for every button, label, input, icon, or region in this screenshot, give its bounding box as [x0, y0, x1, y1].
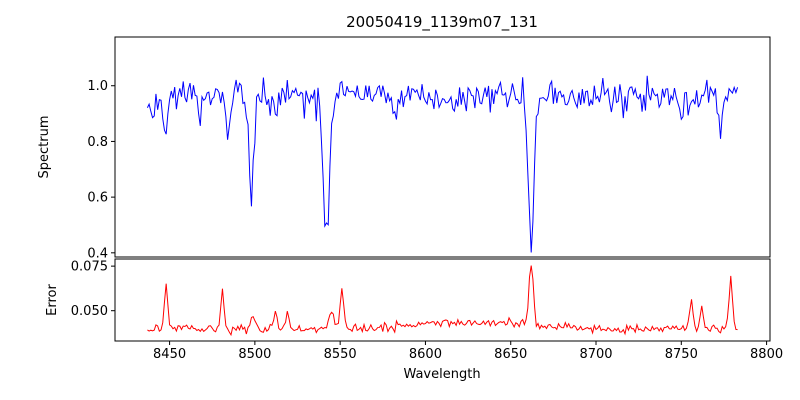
- error-axes-frame: [114, 258, 771, 342]
- spectrum-axes-frame: [114, 36, 771, 258]
- x-tick-label: 8800: [750, 347, 783, 362]
- error-series-group: [147, 265, 738, 337]
- plot-title: 20050419_1139m07_131: [346, 13, 538, 32]
- error-line: [147, 265, 738, 337]
- x-tick-label: 8550: [324, 347, 357, 362]
- error-y-tick-label: 0.050: [71, 304, 108, 319]
- x-tick-label: 8500: [238, 347, 271, 362]
- spectrum-y-axis-label: Spectrum: [37, 116, 52, 179]
- x-axis-label: Wavelength: [403, 367, 480, 382]
- x-tick-label: 8750: [665, 347, 698, 362]
- x-tick-label: 8600: [409, 347, 442, 362]
- spectrum-y-tick-label: 0.8: [87, 135, 108, 150]
- spectrum-line: [146, 75, 739, 253]
- x-tick-label: 8650: [494, 347, 527, 362]
- spectrum-y-tick-label: 0.4: [87, 246, 108, 261]
- plot-render-layer: 0.4 0.6 0.8 1.0 0.050 0.075 8450 8500 8550 8600 86…: [71, 36, 783, 362]
- x-tick-label: 8700: [579, 347, 612, 362]
- error-y-axis-label: Error: [45, 284, 60, 316]
- error-y-tick-label: 0.075: [71, 260, 108, 275]
- x-tick-label: 8450: [153, 347, 186, 362]
- spectrum-y-tick-label: 1.0: [87, 79, 108, 94]
- spectrum-series-group: [146, 75, 739, 253]
- spectrum-y-tick-label: 0.6: [87, 191, 108, 206]
